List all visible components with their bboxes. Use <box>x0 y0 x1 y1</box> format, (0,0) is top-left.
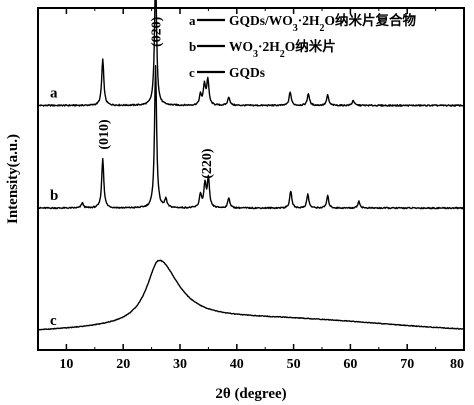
legend-key: c <box>189 65 195 80</box>
x-tick-label: 50 <box>287 357 301 372</box>
plot-frame <box>37 7 465 351</box>
legend-label: GQDs <box>229 65 265 80</box>
x-tick-label: 70 <box>400 357 414 372</box>
legend-label: WO3·2H2O纳米片 <box>229 38 336 60</box>
x-tick-label: 20 <box>116 357 130 372</box>
series-label-a: a <box>50 85 58 101</box>
peak-annotations: (010) (020) (220) <box>97 16 215 178</box>
series-line-b <box>37 65 465 210</box>
y-axis-label: Intensity(a.u.) <box>5 134 21 224</box>
x-tick-label: 60 <box>343 357 357 372</box>
x-tick-label: 40 <box>230 357 244 372</box>
peak-annotation: (220) <box>200 148 215 179</box>
x-tick-label: 10 <box>59 357 73 372</box>
legend-key: a <box>189 13 196 28</box>
x-axis-label: 2θ (degree) <box>215 386 286 402</box>
legend-key: b <box>189 39 196 54</box>
peak-annotation: (010) <box>97 119 112 150</box>
series-line-c <box>37 259 465 331</box>
series-line-a <box>37 0 465 107</box>
series-labels: a b c <box>50 85 58 328</box>
series-label-b: b <box>50 188 58 204</box>
x-tick-label: 80 <box>450 357 464 372</box>
peak-annotation: (020) <box>150 16 165 47</box>
series-label-c: c <box>50 313 57 329</box>
legend: a GQDs/WO3·2H2O纳米片复合物 b WO3·2H2O纳米片 c GQDs <box>189 12 417 80</box>
axis-ticks: 10 20 30 40 50 60 70 80 <box>37 8 465 372</box>
series-curves <box>37 0 465 331</box>
legend-label: GQDs/WO3·2H2O纳米片复合物 <box>229 12 417 34</box>
x-tick-label: 30 <box>173 357 187 372</box>
